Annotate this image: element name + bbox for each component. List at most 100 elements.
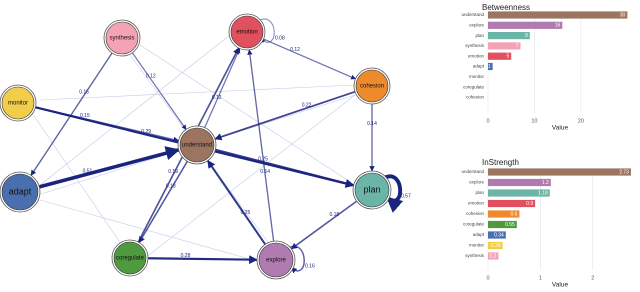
y-tick-label: explore (469, 180, 484, 185)
y-tick-label: emotion (468, 201, 485, 206)
edge (30, 51, 114, 176)
y-tick-label: adapt (473, 64, 485, 69)
edge (138, 160, 189, 244)
y-tick-label: coregulate (463, 84, 485, 89)
edge-label: 0.22 (302, 102, 312, 108)
y-tick-label: explore (469, 22, 484, 27)
bar (488, 62, 493, 71)
x-tick-label: 0 (486, 275, 489, 281)
bar (488, 42, 521, 50)
node-label: synthesis (109, 36, 134, 42)
edge-label: 0.12 (146, 73, 156, 79)
x-tick-label: 0 (486, 118, 489, 124)
node (113, 241, 147, 275)
x-tick-label: 20 (578, 118, 584, 124)
edge (214, 148, 355, 188)
edge (34, 106, 180, 143)
node-label: cohesion (360, 84, 384, 90)
edge-label: 0.18 (329, 212, 339, 218)
node-label: monitor (8, 101, 28, 107)
node (1, 86, 35, 120)
node-label: adapt (9, 186, 32, 196)
y-tick-label: cohesion (466, 95, 485, 100)
bar-label: 1 (488, 64, 491, 70)
bar-label: 0.9 (526, 201, 533, 207)
edge (146, 255, 258, 264)
bar-label: 7 (516, 43, 519, 49)
bar-label: 0.28 (491, 243, 501, 249)
bar (488, 11, 628, 19)
edge-label: 0.15 (79, 90, 89, 96)
edge (203, 48, 241, 129)
edge-label: 0.14 (367, 121, 377, 127)
edge (37, 146, 181, 189)
edge-label: 0.29 (141, 129, 151, 135)
bar (488, 231, 506, 239)
bar-label: 16 (555, 23, 561, 29)
chart-title: InStrength (482, 158, 519, 167)
edge-label: 0.28 (181, 253, 191, 259)
bar-label: 1.2 (542, 180, 549, 186)
edge (290, 199, 358, 250)
edge (262, 38, 356, 80)
node (1, 173, 39, 211)
y-tick-label: cohesion (466, 211, 485, 216)
bar (488, 168, 631, 176)
x-tick-label: 1 (539, 275, 542, 281)
bar (488, 52, 512, 60)
bar (488, 189, 550, 197)
edge (214, 90, 357, 141)
y-tick-label: synthesis (465, 253, 485, 258)
node (230, 15, 264, 49)
self-loop (257, 18, 275, 43)
bar (488, 210, 520, 218)
y-tick-label: adapt (473, 232, 485, 237)
node (258, 242, 294, 278)
y-tick-label: plan (475, 190, 484, 195)
x-axis-title: Value (552, 282, 569, 289)
y-tick-label: plan (475, 33, 484, 38)
bar-label: 1.18 (538, 190, 548, 196)
y-tick-label: monitor (469, 243, 485, 248)
edge-label: 0.12 (290, 47, 300, 53)
bar-label: 9 (525, 33, 528, 39)
edge-label: 0.18 (166, 184, 176, 190)
node-label: emotion (236, 30, 257, 36)
y-tick-label: coregulate (463, 222, 485, 227)
bar-label: 0.2 (490, 253, 497, 259)
edge-label: 0.12 (212, 95, 222, 101)
bar (488, 21, 563, 29)
bar-label: 0.6 (510, 211, 517, 217)
x-axis-title: Value (552, 125, 569, 132)
network: 0.29 0.51 0.15 0.12 0.12 0.22 0.12 0.14 0.25 0.18… (0, 13, 411, 280)
x-tick-label: 10 (531, 118, 537, 124)
bar-label: 2.73 (619, 169, 629, 175)
y-tick-label: understand (461, 12, 484, 17)
edge-label: 0.57 (401, 193, 411, 199)
edge (247, 49, 275, 243)
edge-label: 0.15 (80, 113, 90, 119)
chart-title: Betweenness (482, 3, 530, 12)
self-loop (287, 245, 305, 274)
x-tick-label: 2 (591, 275, 594, 281)
y-tick-label: emotion (468, 53, 485, 58)
bar (488, 241, 503, 250)
y-tick-label: monitor (469, 74, 485, 79)
node (355, 69, 389, 103)
bar-label: 5 (506, 54, 509, 60)
node-label: coregulate (116, 256, 145, 262)
edge-label: 0.19 (168, 169, 178, 175)
edge (206, 160, 267, 246)
node-label: understand (182, 143, 212, 149)
bar (488, 32, 530, 40)
edge-label: 0.14 (260, 169, 270, 175)
bar (488, 178, 551, 187)
bar-label: 0.55 (505, 222, 515, 228)
edge (131, 51, 187, 130)
y-tick-label: synthesis (465, 43, 485, 48)
edge-label: 0.25 (241, 210, 251, 216)
edge-label: 0.16 (305, 263, 315, 269)
node-label: explore (266, 258, 286, 264)
